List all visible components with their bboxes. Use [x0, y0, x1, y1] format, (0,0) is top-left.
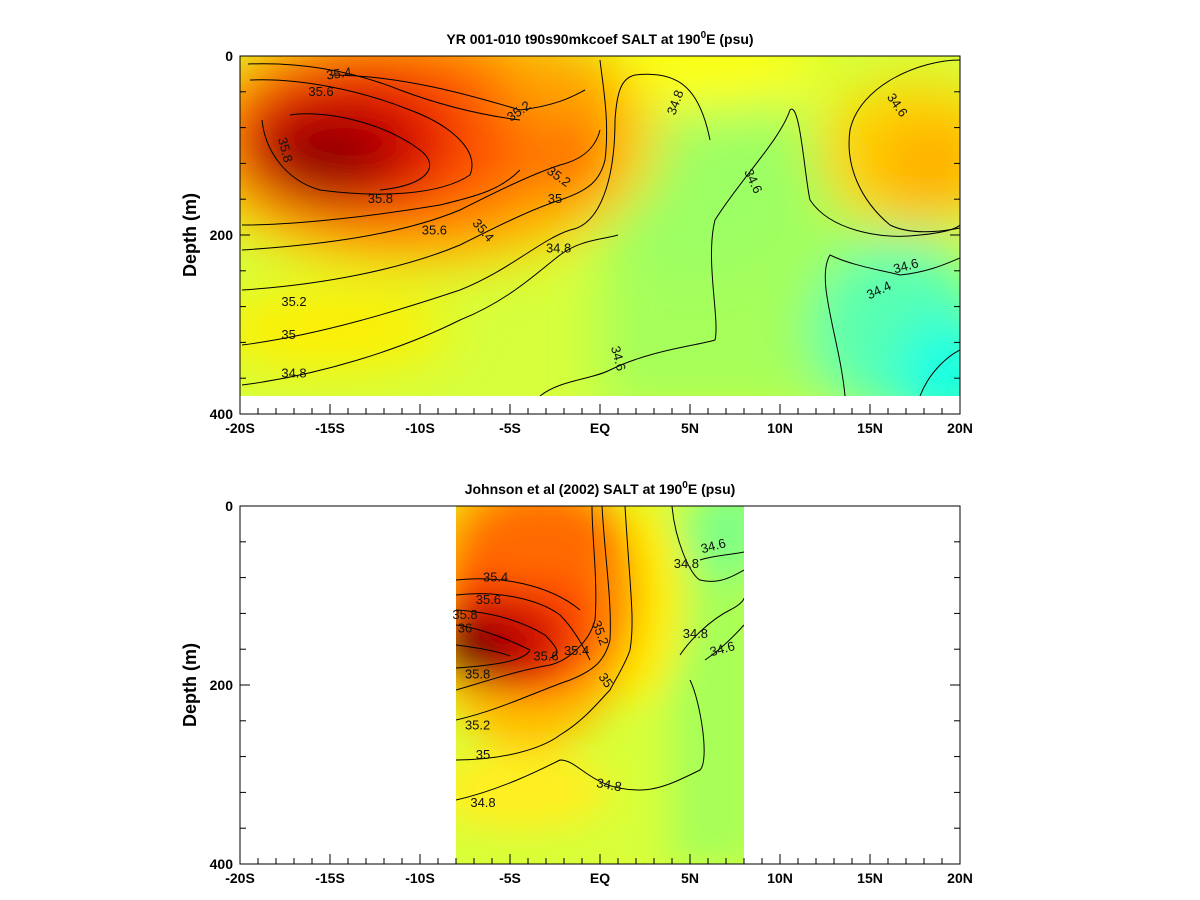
observed-x-tick-label: -10S	[405, 870, 435, 886]
observed-contour-label: 35.6	[533, 648, 558, 663]
observed-x-tick-label: 10N	[767, 870, 793, 886]
observed-contour-label: 34.8	[674, 556, 699, 571]
observed-panel-title: Johnson et al (2002) SALT at 1900E (psu)	[465, 480, 736, 497]
model-x-tick-label: EQ	[590, 420, 610, 436]
model-x-tick-label: -20S	[225, 420, 255, 436]
model-salinity-field	[240, 56, 960, 396]
model-contour-label: 35	[548, 191, 562, 206]
observed-contour-label: 34.8	[595, 775, 623, 794]
model-contour-label: 35.8	[275, 136, 296, 164]
observed-contour-label: 34.8	[470, 795, 495, 810]
observed-y-tick-label: 400	[210, 856, 234, 872]
observed-contour-label: 35	[596, 670, 617, 690]
model-y-ticks: 0 200 400	[210, 48, 960, 422]
observed-x-tick-label: -15S	[315, 870, 345, 886]
model-x-tick-label: 15N	[857, 420, 883, 436]
observed-salinity-panel: Johnson et al (2002) SALT at 1900E (psu)	[180, 480, 973, 886]
model-contour-label: 35.6	[308, 84, 333, 99]
observed-y-tick-label: 0	[225, 498, 233, 514]
observed-contour-label: 35.4	[483, 570, 508, 585]
observed-contour-label: 35.8	[452, 607, 477, 622]
model-x-ticks: -20S -15S -10S -5S EQ 5N 10N 15N 20N	[225, 404, 973, 436]
model-contour-label: 35.2	[281, 294, 306, 309]
model-y-tick-label: 200	[210, 227, 234, 243]
model-x-tick-label: -10S	[405, 420, 435, 436]
model-contour-label: 34.8	[281, 366, 306, 381]
model-contour-label: 35.6	[422, 223, 447, 238]
observed-y-axis-title: Depth (m)	[180, 643, 200, 727]
observed-contour-label: 35.8	[465, 666, 490, 681]
model-contour-label: 35	[281, 327, 295, 342]
observed-contour-label: 35.2	[465, 717, 490, 732]
model-x-tick-label: -15S	[315, 420, 345, 436]
observed-contour-label: 34.6	[699, 535, 727, 556]
observed-contour-labels: 34.634.835.435.635.836 35.2 34.834.635.6 35…	[452, 535, 736, 810]
model-contour-label: 35.4	[325, 64, 352, 82]
model-contour-label: 34.6	[892, 255, 920, 276]
observed-contour-label: 35.4	[564, 643, 589, 658]
model-y-axis-title: Depth (m)	[180, 193, 200, 277]
observed-contour-label: 35.6	[476, 592, 501, 607]
observed-y-ticks: 0 200 400	[210, 498, 960, 872]
observed-x-ticks: -20S -15S -10S -5S EQ 5N 10N 15N 20N	[225, 854, 973, 886]
observed-x-tick-label: 5N	[681, 870, 699, 886]
observed-x-tick-label: 15N	[857, 870, 883, 886]
observed-contour-label: 34.6	[708, 638, 736, 659]
model-contour-label: 34.6	[608, 344, 629, 372]
model-contour-label: 35.8	[368, 191, 393, 206]
model-x-tick-label: 10N	[767, 420, 793, 436]
model-x-tick-label: 20N	[947, 420, 973, 436]
observed-x-tick-label: EQ	[590, 870, 610, 886]
model-contour-lines	[241, 59, 960, 396]
model-x-tick-label: 5N	[681, 420, 699, 436]
observed-contour-lines	[456, 506, 744, 801]
observed-contour-label: 36	[458, 621, 472, 636]
observed-salinity-field	[456, 506, 744, 864]
observed-x-tick-label: -5S	[499, 870, 521, 886]
observed-x-tick-label: -20S	[225, 870, 255, 886]
model-contour-label: 34.8	[546, 240, 571, 255]
model-y-tick-label: 400	[210, 406, 234, 422]
model-salinity-panel: YR 001-010 t90s90mkcoef SALT at 1900E (p…	[180, 30, 973, 436]
observed-x-tick-label: 20N	[947, 870, 973, 886]
observed-contour-label: 35	[476, 747, 490, 762]
observed-contour-label: 34.8	[683, 626, 708, 641]
model-x-tick-label: -5S	[499, 420, 521, 436]
model-y-tick-label: 0	[225, 48, 233, 64]
observed-y-tick-label: 200	[210, 677, 234, 693]
model-panel-title: YR 001-010 t90s90mkcoef SALT at 1900E (p…	[446, 30, 753, 47]
